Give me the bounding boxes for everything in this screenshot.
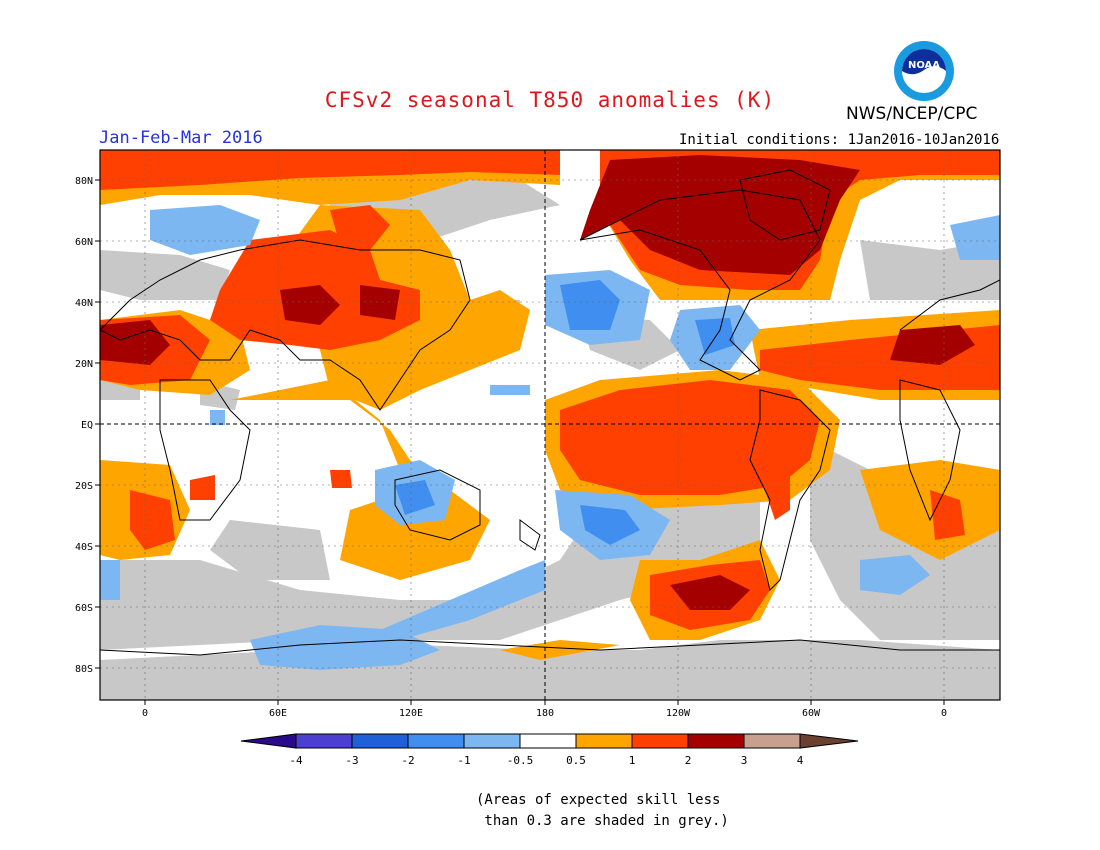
anomaly-2-to-3	[100, 155, 975, 610]
lon-label: 120E	[399, 708, 423, 719]
colorbar	[240, 733, 859, 749]
lat-label: EQ	[81, 420, 93, 431]
anomaly-field	[100, 150, 1000, 700]
lat-label: 80S	[75, 664, 93, 675]
lat-label: 20S	[75, 481, 93, 492]
lat-label: 80N	[75, 176, 93, 187]
lat-label: 40N	[75, 298, 93, 309]
colorbar-segment	[519, 733, 577, 749]
lat-label: 60N	[75, 237, 93, 248]
initial-conditions: Initial conditions: 1Jan2016-10Jan2016	[679, 132, 1000, 148]
colorbar-segment	[295, 733, 353, 749]
colorbar-label: -2	[401, 754, 414, 767]
footnote-line: than 0.3 are shaded in grey.)	[476, 813, 729, 829]
colorbar-label: 4	[797, 754, 804, 767]
colorbar-label: -1	[457, 754, 470, 767]
colorbar-segment	[631, 733, 689, 749]
lon-label: 0	[941, 708, 947, 719]
map-frame	[99, 149, 1001, 701]
colorbar-segment	[240, 733, 297, 749]
colorbar-segment	[407, 733, 465, 749]
agency-label: NWS/NCEP/CPC	[846, 104, 978, 124]
colorbar-label: 1	[629, 754, 636, 767]
colorbar-label: -4	[289, 754, 303, 767]
lat-label: 60S	[75, 603, 93, 614]
lat-label: 40S	[75, 542, 93, 553]
lon-ticks	[144, 700, 945, 705]
colorbar-label: -3	[345, 754, 358, 767]
lat-label: 20N	[75, 359, 93, 370]
lon-label: 120W	[666, 708, 691, 719]
colorbar-label: 2	[685, 754, 692, 767]
colorbar-segment	[743, 733, 801, 749]
colorbar-label: 3	[741, 754, 748, 767]
colorbar-segment	[351, 733, 409, 749]
lon-label: 60W	[802, 708, 821, 719]
logo-text: NOAA	[908, 60, 940, 71]
noaa-logo: NOAA	[894, 41, 954, 101]
axis-lines	[100, 150, 1000, 700]
chart-title: CFSv2 seasonal T850 anomalies (K)	[324, 88, 776, 112]
colorbar-segment	[575, 733, 633, 749]
colorbar-label: 0.5	[566, 754, 586, 767]
footnote-line: (Areas of expected skill less	[476, 792, 721, 808]
lon-label: 60E	[269, 708, 287, 719]
colorbar-segment	[687, 733, 745, 749]
colorbar-label: -0.5	[507, 754, 534, 767]
forecast-period: Jan-Feb-Mar 2016	[99, 128, 263, 148]
lat-ticks	[95, 179, 100, 669]
anomaly-minus2-to-minus1	[395, 280, 735, 545]
colorbar-segment	[463, 733, 521, 749]
coastlines	[100, 169, 1000, 656]
skill-footnote: (Areas of expected skill less than 0.3 a…	[476, 790, 729, 832]
grid-lines	[100, 150, 1000, 700]
lon-label: 0	[142, 708, 148, 719]
lon-label: 180	[536, 708, 554, 719]
colorbar-segment	[799, 733, 859, 749]
